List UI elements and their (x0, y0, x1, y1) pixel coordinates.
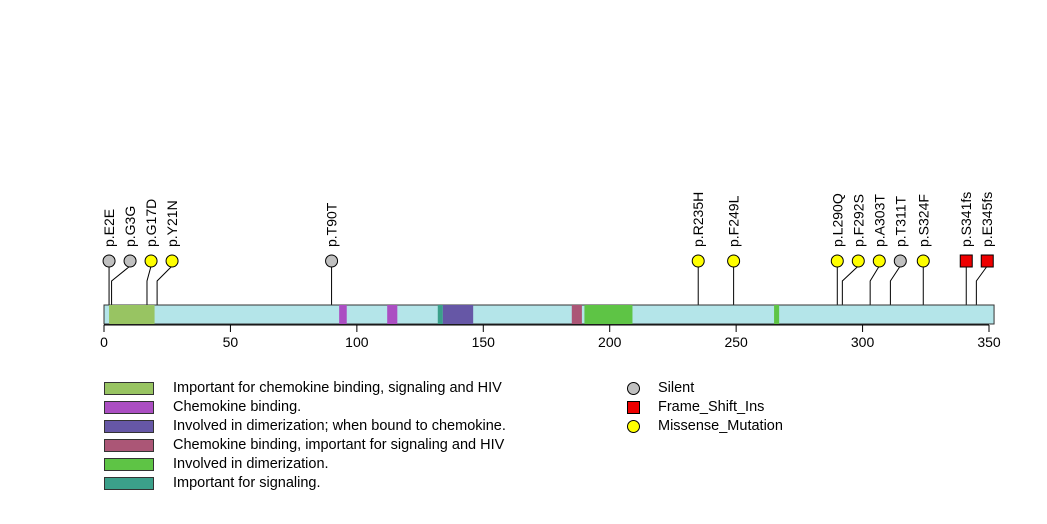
domain-legend-label: Chemokine binding. (173, 399, 302, 415)
circle-icon (627, 419, 640, 433)
domain-legend-item: Involved in dimerization. (104, 456, 329, 472)
mutation-stem (146, 261, 152, 305)
square-icon (627, 400, 640, 414)
mutation-marker (830, 254, 844, 268)
x-tick-label: 50 (223, 334, 239, 350)
mutation-stem (156, 261, 173, 305)
mutation-label: p.T90T (324, 202, 340, 247)
protein-backbone (103, 304, 995, 325)
mutation-label: p.G3G (122, 206, 138, 247)
mutation-stem (841, 261, 859, 305)
x-tick-label: 250 (724, 334, 748, 350)
domain-segment (442, 305, 474, 324)
mutation-label: p.A303T (871, 194, 887, 247)
mutation-stem (975, 261, 988, 305)
domain-legend-swatch (104, 400, 154, 414)
mutation-marker (123, 254, 137, 268)
mutation-label: p.S324F (915, 194, 931, 247)
mutation-marker (144, 254, 158, 268)
mutation-marker (893, 254, 907, 268)
mutation-stem (889, 261, 901, 305)
mutation-markers (102, 254, 994, 268)
mutation-stem (111, 261, 131, 305)
x-tick-label: 350 (977, 334, 1001, 350)
x-tick-label: 100 (345, 334, 369, 350)
domain-legend-label: Chemokine binding, important for signali… (173, 437, 505, 453)
mutation-label: p.F292S (850, 194, 866, 247)
domain-legend-label: Important for chemokine binding, signali… (173, 380, 502, 396)
domain-legend-swatch (104, 419, 154, 433)
mutation-marker (691, 254, 705, 268)
mutation-label: p.Y21N (164, 200, 180, 247)
mutation-legend-label: Frame_Shift_Ins (658, 399, 765, 415)
domain-legend-label: Involved in dimerization. (173, 456, 329, 472)
mutation-legend-label: Silent (658, 380, 695, 396)
domain-legend-swatch (104, 381, 154, 395)
domain-legend-label: Important for signaling. (173, 475, 321, 491)
mutation-stem (869, 261, 880, 305)
mutation-legend-item: Silent (627, 380, 694, 396)
mutation-marker (727, 254, 741, 268)
protein-backbone-group (103, 304, 995, 325)
mutation-label: p.E345fs (979, 192, 995, 247)
mutation-marker (851, 254, 865, 268)
mutation-label: p.F249L (726, 195, 742, 247)
domain-legend-label: Involved in dimerization; when bound to … (173, 418, 506, 434)
domain-legend-item: Chemokine binding, important for signali… (104, 437, 504, 453)
domain-segment (387, 305, 398, 324)
mutation-marker (980, 254, 994, 268)
mutation-marker (916, 254, 930, 268)
mutation-labels: p.E2E p.G3G p.G17D p.Y21N p.T90T p.R235H p.F24… (101, 192, 995, 247)
domain-segment (339, 305, 347, 324)
mutation-label: p.R235H (690, 192, 706, 247)
mutation-marker (165, 254, 179, 268)
domain-segment (571, 305, 582, 324)
mutation-label: p.S341fs (958, 192, 974, 247)
mutation-legend-item: Missense_Mutation (627, 418, 783, 434)
mutation-marker (325, 254, 339, 268)
domain-segment (774, 305, 780, 324)
domain-legend-item: Important for chemokine binding, signali… (104, 380, 502, 396)
mutation-stems (108, 261, 988, 305)
domain-legend-swatch (104, 476, 154, 490)
domain-segment (437, 305, 443, 324)
mutation-marker (102, 254, 116, 268)
mutation-label: p.E2E (101, 209, 117, 247)
mutation-legend-label: Missense_Mutation (658, 418, 783, 434)
x-tick-label: 150 (472, 334, 496, 350)
mutation-marker (872, 254, 886, 268)
circle-icon (627, 381, 640, 395)
domain-segment (584, 305, 633, 324)
mutation-marker (959, 254, 973, 268)
mutation-label: p.T311T (892, 195, 908, 247)
domain-legend-item: Chemokine binding. (104, 399, 301, 415)
domain-legend-swatch (104, 438, 154, 452)
x-axis: 0 50 100 150 200 250 300 350 (100, 324, 1001, 350)
x-tick-label: 0 (100, 334, 108, 350)
domain-segment (109, 305, 155, 324)
x-tick-label: 200 (598, 334, 622, 350)
domain-legend-item: Involved in dimerization; when bound to … (104, 418, 506, 434)
mutation-legend-item: Frame_Shift_Ins (627, 399, 764, 415)
mutation-label: p.L290Q (829, 193, 845, 247)
x-tick-label: 300 (851, 334, 875, 350)
domain-legend-item: Important for signaling. (104, 475, 321, 491)
domain-legend-swatch (104, 457, 154, 471)
mutation-label: p.G17D (143, 199, 159, 247)
